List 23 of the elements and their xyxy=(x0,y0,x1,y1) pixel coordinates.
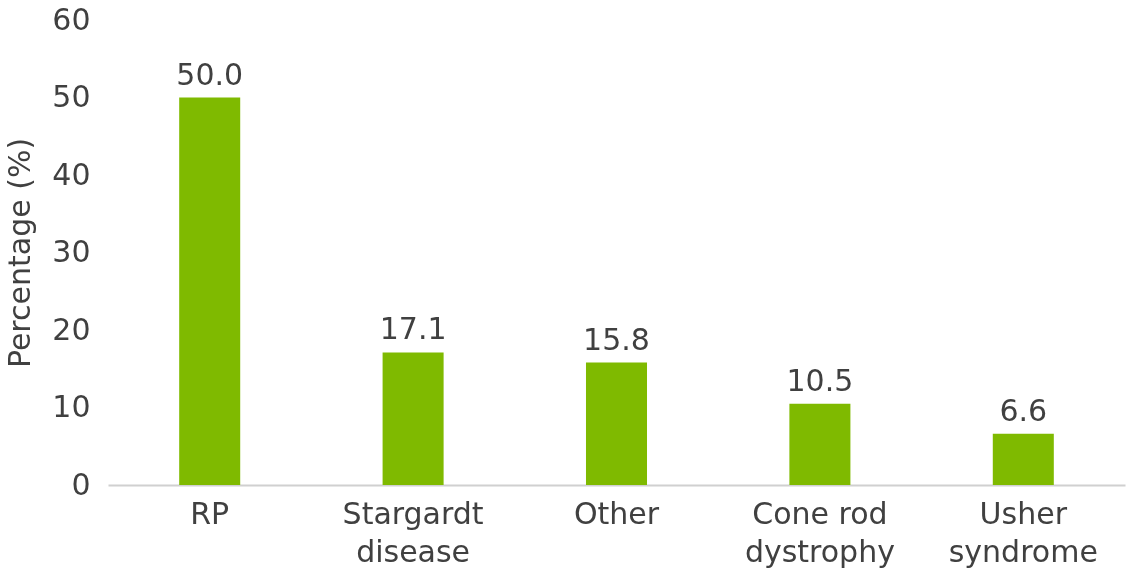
y-tick-label: 0 xyxy=(71,466,91,502)
bar xyxy=(585,362,648,485)
x-tick-label: Other xyxy=(573,495,660,531)
x-tick-label: Cone rod dystrophy xyxy=(744,495,895,569)
x-tick-label: RP xyxy=(190,495,230,531)
bar xyxy=(179,97,241,485)
x-tick-label: Usher syndrome xyxy=(948,495,1098,569)
y-tick-label: 50 xyxy=(52,79,91,114)
x-tick-label: Stargardt disease xyxy=(342,495,484,569)
y-tick-label: 40 xyxy=(52,156,91,192)
y-axis-title: Percentage (%) xyxy=(2,137,38,369)
y-tick-label: 10 xyxy=(52,389,91,424)
data-label: 15.8 xyxy=(583,321,650,357)
data-label: 6.6 xyxy=(999,392,1048,428)
y-tick-label: 20 xyxy=(52,311,91,347)
bar xyxy=(382,352,444,485)
data-label: 50.0 xyxy=(176,56,244,92)
bar xyxy=(789,403,851,485)
data-label: 17.1 xyxy=(379,311,447,347)
bar xyxy=(992,433,1054,485)
y-tick-label: 60 xyxy=(52,1,91,37)
data-label: 10.5 xyxy=(786,362,854,398)
y-tick-label: 30 xyxy=(52,234,91,269)
